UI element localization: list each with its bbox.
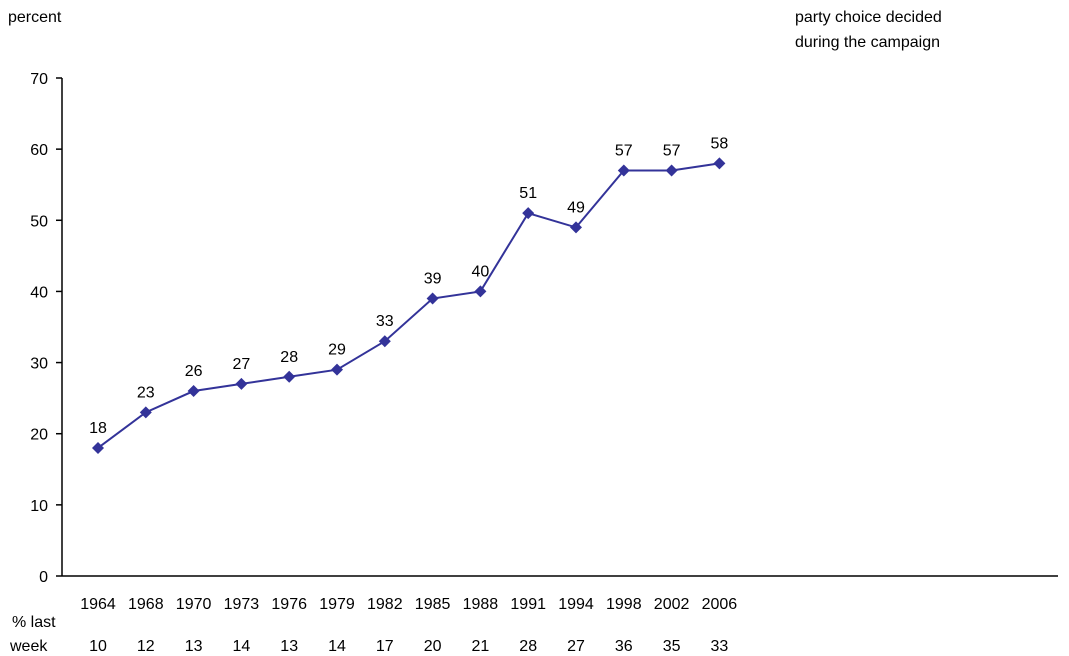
legend-line-1: party choice decided bbox=[795, 9, 942, 26]
x-tick-label: 1973 bbox=[224, 596, 260, 613]
extra-row-value: 28 bbox=[519, 638, 537, 655]
x-tick-label: 1982 bbox=[367, 596, 403, 613]
x-tick-label: 1970 bbox=[176, 596, 212, 613]
data-label: 27 bbox=[233, 356, 251, 373]
data-label: 29 bbox=[328, 342, 346, 359]
data-point-marker bbox=[713, 157, 726, 170]
axes bbox=[61, 78, 1058, 577]
x-tick-label: 1985 bbox=[415, 596, 451, 613]
legend-line-2: during the campaign bbox=[795, 34, 940, 51]
extra-row-value: 12 bbox=[137, 638, 155, 655]
extra-row-value: 36 bbox=[615, 638, 633, 655]
y-tick-label: 20 bbox=[30, 427, 48, 444]
data-point-marker bbox=[187, 385, 200, 398]
extra-row-value: 13 bbox=[185, 638, 203, 655]
x-tick-label: 1998 bbox=[606, 596, 642, 613]
data-point-marker bbox=[235, 377, 248, 390]
y-tick-label: 10 bbox=[30, 498, 48, 515]
data-label: 26 bbox=[185, 363, 203, 380]
extra-row-value: 27 bbox=[567, 638, 585, 655]
data-label: 40 bbox=[472, 263, 490, 280]
data-label: 18 bbox=[89, 420, 107, 437]
data-point-marker bbox=[92, 441, 104, 454]
data-point-marker bbox=[522, 207, 535, 220]
data-point-marker bbox=[665, 164, 678, 177]
x-tick-label: 1988 bbox=[463, 596, 499, 613]
data-point-marker bbox=[378, 335, 391, 348]
extra-row-label-2: week bbox=[9, 638, 48, 655]
extra-row-value: 33 bbox=[711, 638, 729, 655]
x-tick-label: 2002 bbox=[654, 596, 690, 613]
x-tick-labels: 1964 1968 1970 1973 1976 1979 1982 1985 1988 1991… bbox=[80, 596, 737, 613]
data-point-marker bbox=[617, 164, 630, 177]
data-label: 57 bbox=[663, 142, 681, 159]
data-label: 49 bbox=[567, 199, 585, 216]
extra-row-value: 17 bbox=[376, 638, 394, 655]
x-tick-label: 1991 bbox=[510, 596, 546, 613]
extra-row-value: 35 bbox=[663, 638, 681, 655]
data-label: 57 bbox=[615, 142, 633, 159]
extra-row-value: 21 bbox=[472, 638, 490, 655]
y-ticks: 0 10 20 30 40 50 60 70 bbox=[30, 71, 62, 586]
data-label: 39 bbox=[424, 271, 442, 288]
data-label: 23 bbox=[137, 384, 155, 401]
x-tick-label: 1976 bbox=[271, 596, 307, 613]
extra-row-value: 10 bbox=[89, 638, 107, 655]
x-tick-label: 2006 bbox=[702, 596, 738, 613]
data-label: 33 bbox=[376, 313, 394, 330]
series-line bbox=[97, 162, 720, 449]
data-point-marker bbox=[283, 370, 296, 383]
x-tick-label: 1964 bbox=[80, 596, 116, 613]
data-label: 58 bbox=[711, 135, 729, 152]
data-point-marker bbox=[139, 406, 152, 419]
data-point-marker bbox=[426, 292, 439, 305]
x-tick-label: 1968 bbox=[128, 596, 164, 613]
data-point-marker bbox=[570, 221, 582, 234]
data-label: 51 bbox=[519, 185, 537, 202]
y-tick-label: 0 bbox=[39, 569, 48, 586]
y-tick-label: 40 bbox=[30, 284, 48, 301]
y-tick-label: 60 bbox=[30, 142, 48, 159]
data-label: 28 bbox=[280, 349, 298, 366]
data-point-marker bbox=[474, 285, 487, 298]
y-tick-label: 30 bbox=[30, 356, 48, 373]
x-tick-label: 1994 bbox=[558, 596, 594, 613]
data-point-marker bbox=[331, 363, 343, 376]
extra-row-values: 10 12 13 14 13 14 17 20 21 28 27 36 35 33 bbox=[89, 638, 728, 655]
extra-row-label-1: % last bbox=[12, 614, 56, 631]
extra-row-value: 14 bbox=[328, 638, 346, 655]
extra-row-value: 13 bbox=[280, 638, 298, 655]
x-tick-label: 1979 bbox=[319, 596, 355, 613]
y-tick-label: 50 bbox=[30, 213, 48, 230]
extra-row-value: 14 bbox=[233, 638, 251, 655]
y-tick-label: 70 bbox=[30, 71, 48, 88]
series-group: 18 23 26 27 28 29 33 39 40 51 49 57 57 58 bbox=[89, 135, 728, 454]
y-axis-label: percent bbox=[8, 9, 62, 26]
extra-row-value: 20 bbox=[424, 638, 442, 655]
